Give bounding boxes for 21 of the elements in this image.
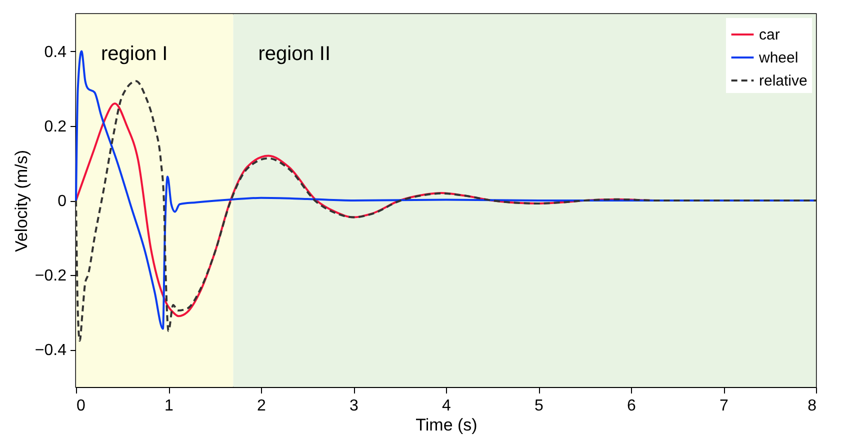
x-axis-title: Time (s) [416, 416, 478, 434]
x-tick-label: 4 [442, 398, 452, 414]
band-label: region I [101, 43, 168, 65]
legend-label: car [759, 26, 780, 44]
legend-label: relative [759, 72, 808, 90]
x-tick-label: 2 [257, 398, 266, 414]
x-tick-label: 3 [350, 398, 359, 414]
y-tick-label: −0.4 [34, 342, 67, 360]
y-tick-label: 0.4 [44, 44, 67, 61]
x-tick-label: 6 [627, 398, 636, 414]
legend-label: wheel [758, 50, 798, 66]
band-label: region II [258, 43, 331, 65]
y-tick-label: 0.2 [44, 118, 67, 136]
y-tick-label: 0 [58, 193, 67, 210]
x-tick-label: 7 [720, 398, 729, 414]
y-tick-label: −0.2 [34, 268, 67, 285]
x-tick-label: 8 [808, 398, 817, 414]
x-tick-label: 1 [164, 398, 174, 414]
y-axis-title: Velocity (m/s) [12, 150, 31, 252]
x-tick-label: 0 [76, 398, 86, 414]
x-tick-label: 5 [534, 398, 544, 414]
